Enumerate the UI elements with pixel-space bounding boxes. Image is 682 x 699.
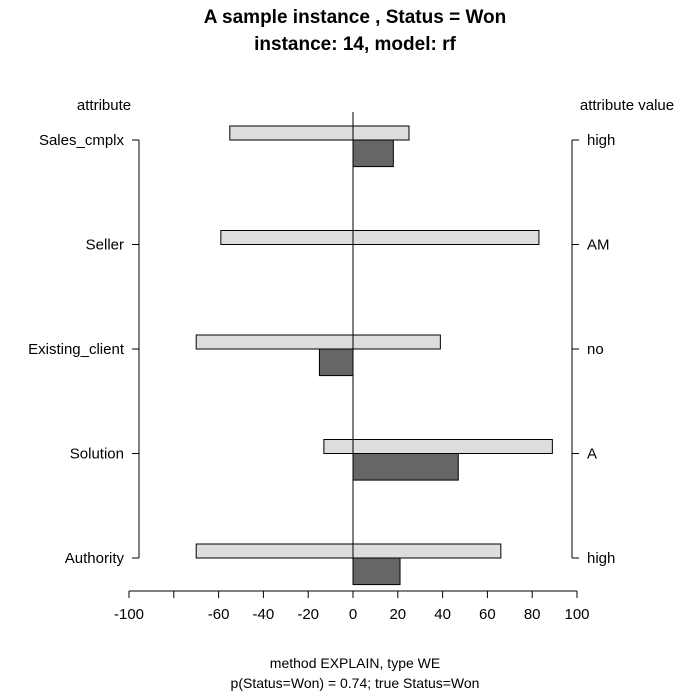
x-tick-label: 100: [564, 606, 589, 623]
attribute-value-label: no: [587, 341, 604, 358]
attribute-label: Sales_cmplx: [39, 132, 125, 149]
x-tick-label: -40: [253, 606, 275, 623]
contribution-bar: [352, 557, 401, 586]
chart-title-line-1: A sample instance , Status = Won: [204, 7, 507, 28]
footer-line-1: method EXPLAIN, type WE: [270, 655, 440, 671]
range-bar: [195, 543, 502, 559]
left-axis-label: attribute: [77, 97, 131, 114]
attribute-label: Existing_client: [28, 341, 125, 358]
x-tick-label: -100: [114, 606, 144, 623]
x-tick-label: 60: [479, 606, 496, 623]
x-tick-label: 40: [434, 606, 451, 623]
attribute-value-label: high: [587, 132, 615, 149]
range-bar: [229, 125, 410, 141]
contribution-bar: [352, 139, 394, 168]
attribute-value-label: AM: [587, 237, 610, 254]
contribution-bar: [352, 453, 459, 481]
range-bar: [220, 230, 540, 245]
x-tick-label: -60: [208, 606, 230, 623]
x-tick-label: 0: [349, 606, 357, 623]
attribute-label: Authority: [65, 550, 125, 567]
attribute-value-label: high: [587, 550, 615, 567]
right-axis-label: attribute value: [580, 97, 674, 114]
attribute-label: Seller: [86, 237, 124, 254]
attribute-label: Solution: [70, 446, 124, 463]
chart-title-line-2: instance: 14, model: rf: [254, 34, 456, 55]
x-tick-label: 80: [524, 606, 541, 623]
range-bar: [323, 439, 553, 454]
x-tick-label: 20: [389, 606, 406, 623]
footer-line-2: p(Status=Won) = 0.74; true Status=Won: [231, 675, 480, 691]
attribute-value-label: A: [587, 446, 597, 463]
contribution-bar: [318, 348, 354, 377]
range-bar: [195, 334, 441, 350]
x-tick-label: -20: [297, 606, 319, 623]
